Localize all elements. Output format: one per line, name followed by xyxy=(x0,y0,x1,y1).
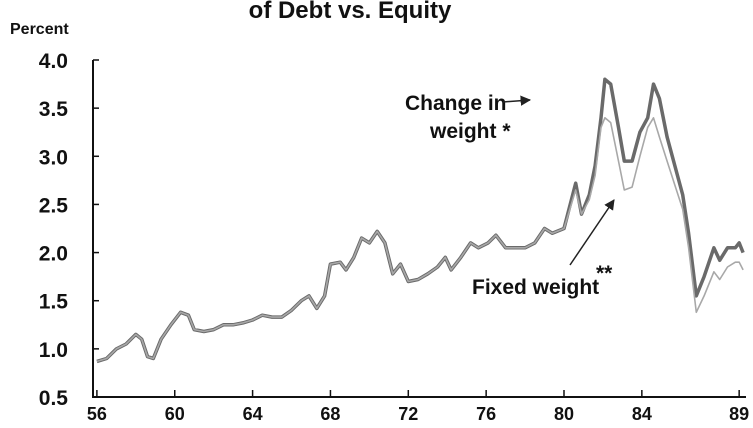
y-tick-label: 2.5 xyxy=(39,194,69,217)
annotation: Change in xyxy=(405,92,507,115)
series-line xyxy=(96,117,744,363)
y-tick-label: 3.5 xyxy=(39,98,69,121)
annotation: Fixed weight xyxy=(472,276,599,299)
x-tick-label: 84 xyxy=(632,404,652,424)
x-tick-label: 76 xyxy=(476,404,496,424)
x-tick-label: 72 xyxy=(398,404,418,424)
y-tick-label: 1.5 xyxy=(39,291,69,314)
x-tick-label: 80 xyxy=(554,404,574,424)
x-tick-label: 60 xyxy=(165,404,185,424)
x-tick-label: 68 xyxy=(320,404,340,424)
annotation: ** xyxy=(596,262,613,285)
x-tick-label: 64 xyxy=(243,404,263,424)
y-tick-label: 2.0 xyxy=(39,243,68,266)
y-tick-label: 3.0 xyxy=(39,146,68,169)
annotation-arrow xyxy=(502,95,532,106)
y-axis-label: Percent xyxy=(10,21,69,38)
y-tick-label: 0.5 xyxy=(39,387,69,410)
x-tick-label: 89 xyxy=(729,404,749,424)
y-tick-label: 1.0 xyxy=(39,339,68,362)
annotation-arrow xyxy=(569,199,615,266)
annotation: weight * xyxy=(429,120,511,143)
series-line xyxy=(96,77,745,364)
chart-title: of Debt vs. Equity xyxy=(249,0,452,24)
x-tick-label: 56 xyxy=(87,404,107,424)
y-tick-label: 4.0 xyxy=(39,50,68,73)
